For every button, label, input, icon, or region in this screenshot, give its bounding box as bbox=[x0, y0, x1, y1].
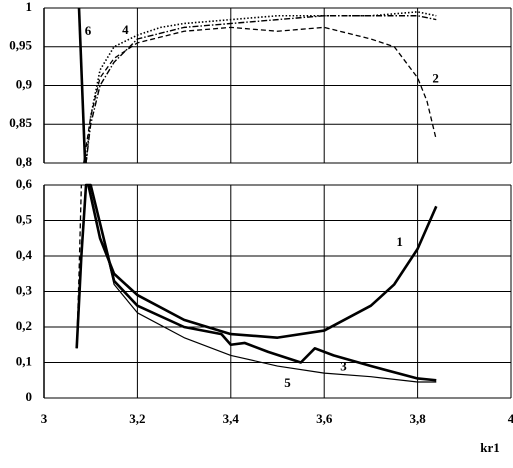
y-tick-label: 0,8 bbox=[16, 154, 33, 169]
x-tick-label: 3,2 bbox=[129, 411, 145, 426]
x-axis-label: kr1 bbox=[480, 440, 500, 455]
series-label: 5 bbox=[284, 375, 291, 390]
series-line bbox=[83, 26, 437, 164]
x-tick-label: 3 bbox=[41, 411, 48, 426]
series-label: 1 bbox=[396, 234, 403, 249]
series-label: 2 bbox=[432, 71, 439, 86]
series-line bbox=[85, 11, 437, 164]
series-label: 4 bbox=[122, 22, 129, 37]
series-line bbox=[85, 15, 437, 164]
x-tick-label: 4 bbox=[508, 411, 513, 426]
y-tick-label: 0,1 bbox=[16, 353, 32, 368]
series-line bbox=[76, 184, 83, 349]
y-tick-label: 0,9 bbox=[16, 76, 33, 91]
x-tick-label: 3,6 bbox=[316, 411, 333, 426]
y-tick-label: 1 bbox=[26, 0, 33, 14]
series-label: 3 bbox=[340, 358, 347, 373]
y-tick-label: 0,3 bbox=[16, 282, 33, 297]
y-tick-label: 0,85 bbox=[9, 115, 32, 130]
y-tick-label: 0,4 bbox=[16, 247, 33, 262]
x-tick-label: 3,8 bbox=[409, 411, 426, 426]
series-line bbox=[77, 7, 87, 164]
y-tick-label: 0,95 bbox=[9, 38, 32, 53]
y-tick-label: 0 bbox=[26, 389, 33, 404]
y-tick-label: 0,6 bbox=[16, 176, 33, 191]
series-label: 6 bbox=[85, 23, 92, 38]
y-tick-label: 0,2 bbox=[16, 318, 32, 333]
y-tick-label: 0,5 bbox=[16, 211, 33, 226]
series-line bbox=[75, 183, 437, 382]
series-line bbox=[90, 184, 437, 383]
x-tick-label: 3,4 bbox=[223, 411, 240, 426]
